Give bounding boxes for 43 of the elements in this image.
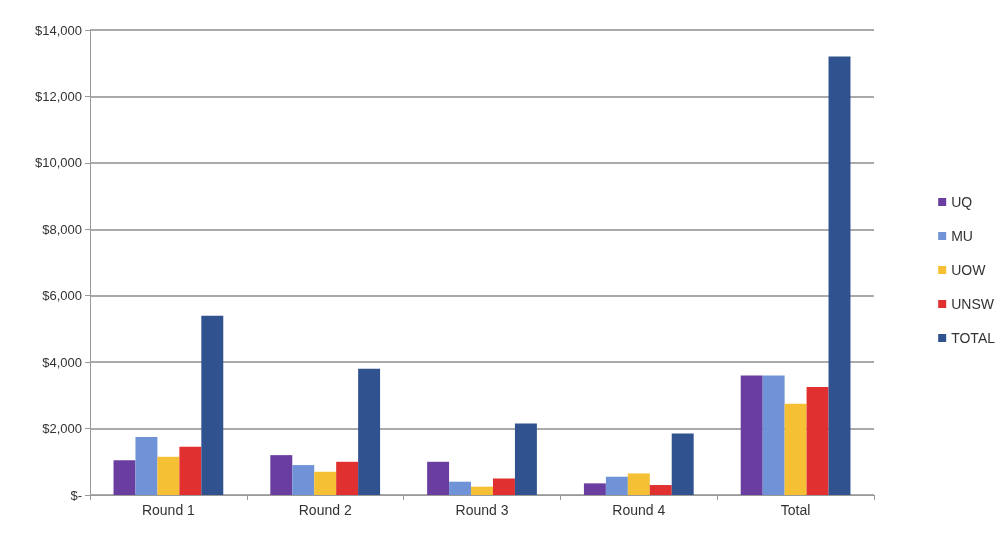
- bar: [627, 473, 650, 495]
- bar: [135, 436, 158, 495]
- x-tick-label: Round 4: [612, 502, 666, 518]
- bar: [740, 375, 763, 495]
- bar: [649, 485, 672, 495]
- y-tick-label: $12,000: [35, 88, 82, 104]
- x-tick-label: Round 3: [455, 502, 509, 518]
- legend-label: UQ: [951, 194, 973, 210]
- bar: [492, 478, 515, 495]
- bar: [583, 483, 606, 495]
- x-tick-label: Total: [780, 502, 811, 518]
- bar: [471, 486, 493, 495]
- y-tick-label: $10,000: [35, 155, 82, 171]
- bar: [762, 375, 785, 495]
- legend-label: UOW: [951, 262, 987, 278]
- bar: [179, 446, 202, 495]
- bar: [113, 460, 136, 495]
- bar: [449, 481, 472, 495]
- y-tick-label: $14,000: [35, 22, 82, 38]
- bar: [336, 461, 359, 495]
- legend-label: UNSW: [951, 296, 995, 312]
- bar: [806, 387, 829, 495]
- bar: [514, 423, 537, 495]
- bar: [201, 315, 224, 495]
- bar: [358, 368, 381, 495]
- legend-label: TOTAL: [951, 330, 996, 346]
- bar: [828, 56, 851, 495]
- bar: [157, 456, 180, 495]
- y-tick-label: $6,000: [42, 288, 82, 304]
- bar: [270, 455, 293, 495]
- y-tick-label: $4,000: [42, 354, 82, 370]
- bar: [784, 403, 807, 495]
- y-tick-label: $-: [70, 487, 82, 503]
- bar: [427, 461, 450, 495]
- y-tick-label: $2,000: [42, 421, 82, 437]
- bar: [671, 433, 694, 495]
- bar: [605, 476, 628, 495]
- y-tick-label: $8,000: [42, 221, 82, 237]
- x-tick-label: Round 1: [141, 502, 196, 518]
- x-tick-label: Round 2: [298, 502, 352, 518]
- bar: [292, 465, 315, 495]
- bar: [314, 471, 337, 495]
- legend-label: MU: [951, 228, 973, 244]
